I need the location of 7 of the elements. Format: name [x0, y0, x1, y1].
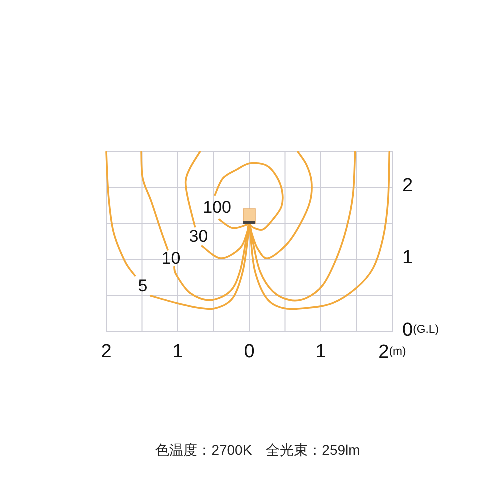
x-tick-label: 1	[316, 342, 326, 362]
x-tick-label: 2	[101, 342, 112, 362]
y-tick-label: 2	[402, 176, 414, 196]
x-tick-label: 0	[244, 342, 255, 362]
x-tick-label: 1	[172, 342, 184, 362]
y-tick-label: 1	[402, 248, 414, 268]
annotation: 色温度：2700K 全光束：259lm	[156, 442, 360, 458]
